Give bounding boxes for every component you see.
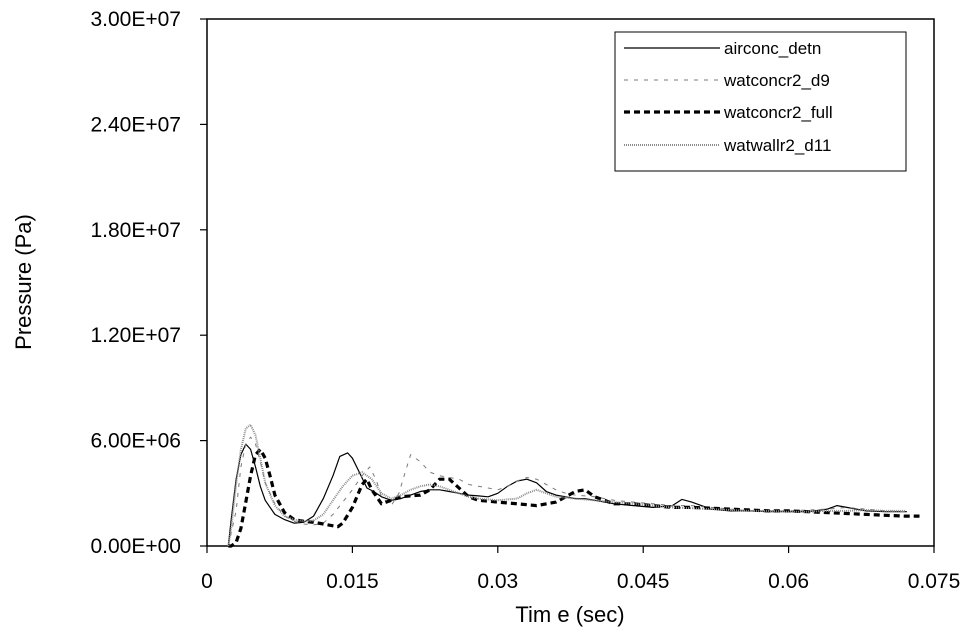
legend-label: watconcr2_d9 [723, 71, 830, 90]
x-tick-label: 0.015 [326, 570, 379, 593]
x-axis-title: Tim e (sec) [515, 602, 624, 627]
y-tick-label: 1.80E+07 [90, 219, 181, 242]
x-tick-label: 0.03 [477, 570, 518, 593]
series-lines [227, 423, 920, 548]
y-tick-label: 0.00E+00 [90, 535, 181, 558]
legend-label: watconcr2_full [723, 103, 833, 122]
y-axis-title: Pressure (Pa) [11, 214, 36, 350]
legend-label: watwallr2_d11 [723, 136, 831, 155]
y-tick-label: 2.40E+07 [90, 113, 181, 136]
x-tick-label: 0 [201, 570, 213, 593]
x-tick-label: 0.045 [617, 570, 670, 593]
legend-box [614, 31, 907, 172]
y-tick-label: 6.00E+06 [90, 430, 181, 453]
series-line-watwallr2_d11 [227, 423, 905, 547]
x-tick-label: 0.075 [908, 570, 961, 593]
legend: airconc_detn watconcr2_d9 watconcr2_fullwa… [614, 31, 907, 172]
x-tick-label: 0.06 [768, 570, 809, 593]
y-tick-label: 1.20E+07 [90, 324, 181, 347]
legend-label: airconc_detn [724, 39, 821, 58]
y-axis: 0.00E+00 6.00E+06 1.20E+07 1.80E+07 2.40E+07… [90, 8, 207, 558]
x-axis: 0 0.015 0.03 0.045 0.06 0.075 [201, 546, 960, 593]
y-tick-label: 3.00E+07 [90, 8, 181, 31]
